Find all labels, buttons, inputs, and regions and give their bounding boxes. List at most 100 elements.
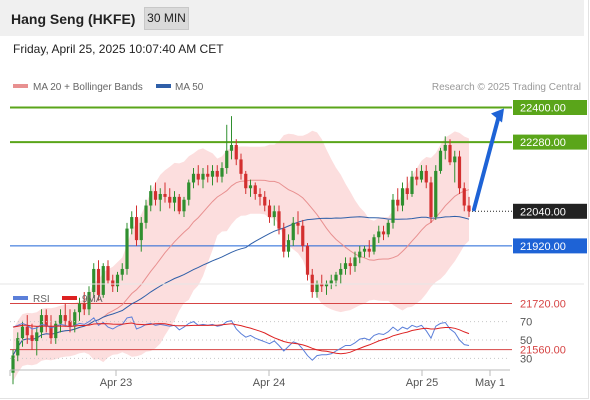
forecast-arrow-shaft [472,113,501,212]
candle-body [239,159,243,174]
x-axis-tick-label: Apr 23 [100,377,132,389]
support-level-label: 21720.00 [520,299,566,311]
candle-body [244,173,248,189]
candle [362,245,367,258]
candle [457,150,462,194]
candle-body [410,176,414,194]
candle [35,326,39,356]
candle-body [324,283,329,287]
candle [225,124,229,174]
resistance-level-badge [513,134,587,150]
candle [377,225,381,244]
candle-body [291,222,295,241]
candle [272,205,276,226]
candle-body [125,228,129,269]
candle [144,199,148,229]
candle-body [248,185,253,189]
candle [282,222,286,258]
candle [101,263,105,298]
candle-body [310,274,314,293]
candle [73,309,77,333]
candle-body [405,188,409,194]
candle-body [282,228,286,252]
candle-body [443,144,447,151]
candle-body [87,292,91,310]
candle-body [343,263,348,269]
candle [63,303,67,327]
candle-body [320,283,324,287]
interval-button[interactable]: 30 MIN [144,7,189,30]
candle [386,219,390,238]
rsi-tick-label: 70 [520,317,532,329]
candle [16,332,20,362]
candle [115,271,120,293]
candle-body [272,211,276,218]
candle-body [358,251,362,258]
candle [111,274,115,293]
candle [453,150,457,183]
candle-body [329,280,333,284]
candle-body [25,326,29,336]
instrument-title: Hang Seng (HKFE) [11,11,136,27]
candle-body [149,191,153,206]
candle [182,196,186,218]
candle [49,315,53,344]
candle [125,222,129,275]
candle [348,257,352,275]
rsi-tick-label: 50 [520,335,532,347]
candle-body [49,326,53,339]
candle-body [187,182,191,200]
candle-body [229,144,234,151]
candle [372,234,376,255]
candle [134,205,139,246]
candle [339,263,343,284]
candle [25,315,29,344]
forecast-arrow [472,108,504,212]
candle [258,188,262,206]
candle-body [305,245,310,275]
candle-body [258,193,262,197]
candle-body [215,170,219,177]
candle [244,170,248,194]
candle [410,170,414,197]
candle-body [353,257,357,267]
candle [396,188,400,212]
candle-body [277,211,281,229]
candle-body [96,268,101,295]
candle [153,182,158,206]
candle-body [438,150,443,171]
candle [177,193,181,215]
candle-body [419,170,424,180]
candle-body [153,191,158,200]
candle-body [35,332,39,342]
candle [215,165,219,183]
candle-body [267,205,272,218]
candle [30,323,34,350]
candle-body [448,144,452,163]
candle-body [68,320,72,327]
header-bar: Hang Seng (HKFE) 30 MIN [0,0,584,36]
candle-body [263,196,267,206]
candle-body [44,315,48,327]
pivot-level-badge [513,238,587,254]
candle [77,297,82,321]
candle-body [234,144,238,160]
legend-ma50-label: MA 50 [175,82,204,93]
candle-body [467,205,471,212]
candle-body [367,248,371,252]
candle [87,286,91,316]
candle-body [82,303,86,310]
candle-body [16,338,20,356]
candle-body [453,156,457,163]
candle-body [168,196,172,203]
resistance-level-label: 22400.00 [520,103,566,115]
candle-body [386,222,390,235]
candle-body [39,315,44,333]
price-level-lines [10,106,512,351]
candle-body [348,263,352,267]
candle [415,168,419,186]
candle [210,165,215,186]
candle-body [391,199,395,223]
candle [429,176,433,223]
